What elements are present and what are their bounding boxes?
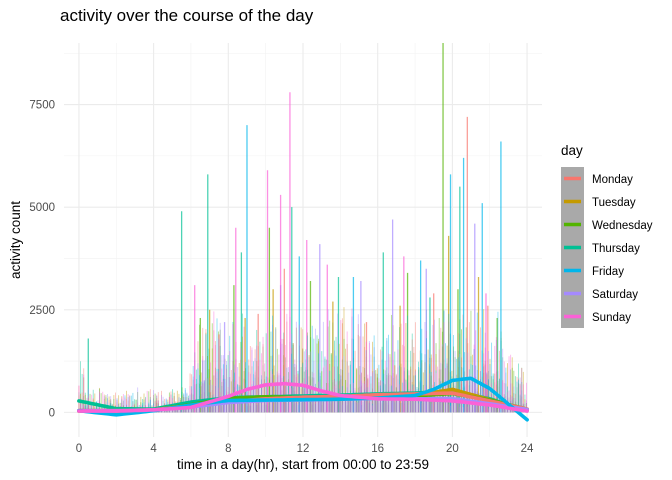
legend-title: day: [561, 143, 583, 158]
x-axis-title: time in a day(hr), start from 00:00 to 2…: [177, 457, 429, 472]
x-tick-label: 20: [446, 443, 459, 455]
y-tick-label: 5000: [29, 202, 55, 214]
x-tick-label: 0: [76, 443, 82, 455]
legend: day Monday Tuesday Wednesday Thursday Friday S…: [561, 143, 653, 328]
legend-label-sunday: Sunday: [592, 312, 631, 324]
legend-label-thursday: Thursday: [592, 243, 640, 255]
x-tick-label: 4: [150, 443, 157, 455]
y-axis-title: activity count: [8, 201, 23, 279]
x-tick-label: 8: [225, 443, 231, 455]
y-tick-label: 2500: [29, 305, 55, 317]
axis-layer: 0 4 8 12 16 20 24 0 2500 5000 7500 time in a day(hr…: [8, 100, 534, 472]
smooth-line-sunday: [77, 381, 529, 413]
x-tick-label: 16: [371, 443, 384, 455]
legend-label-wednesday: Wednesday: [592, 220, 653, 232]
chart-title: activity over the course of the day: [60, 6, 314, 25]
legend-label-friday: Friday: [592, 266, 624, 278]
legend-label-monday: Monday: [592, 174, 633, 186]
legend-label-saturday: Saturday: [592, 289, 638, 301]
y-tick-label: 0: [49, 407, 55, 419]
smooth-lines-layer: [77, 376, 529, 422]
legend-label-tuesday: Tuesday: [592, 197, 636, 209]
x-tick-label: 24: [521, 443, 534, 455]
x-tick-label: 12: [297, 443, 310, 455]
grid-layer: [64, 43, 542, 437]
y-tick-label: 7500: [29, 100, 55, 112]
